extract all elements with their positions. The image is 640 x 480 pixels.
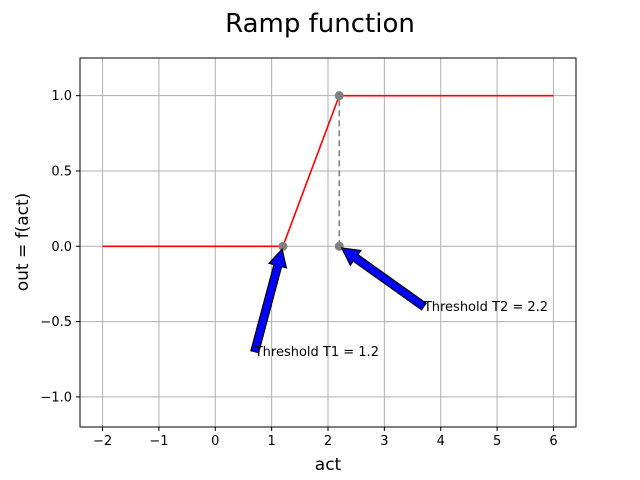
x-tick-label: −1 <box>149 434 168 449</box>
grid <box>80 58 576 427</box>
y-tick-label: 0.5 <box>51 164 72 179</box>
x-tick-label: −2 <box>93 434 112 449</box>
x-tick-label: 0 <box>211 434 219 449</box>
x-tick-label: 1 <box>267 434 275 449</box>
y-tick-label: −1.0 <box>40 390 72 405</box>
threshold-annotation: Threshold T1 = 1.2 <box>254 345 379 360</box>
y-tick-label: −0.5 <box>40 315 72 330</box>
threshold-marker <box>334 91 344 101</box>
data-layer: Threshold T1 = 1.2 Threshold T2 = 2.2 <box>102 91 554 360</box>
y-tick-label: 0.0 <box>51 240 72 255</box>
x-tick-label: 3 <box>380 434 388 449</box>
x-tick-label: 4 <box>437 434 445 449</box>
annotation-arrow <box>250 247 288 354</box>
threshold-marker <box>278 241 288 251</box>
threshold-annotation: Threshold T2 = 2.2 <box>423 300 548 315</box>
chart-title: Ramp function <box>225 9 415 39</box>
x-tick-label: 6 <box>549 434 557 449</box>
x-tick-label: 5 <box>493 434 501 449</box>
ramp-line <box>102 94 554 248</box>
y-axis-label: out = f(act) <box>13 193 33 292</box>
x-axis-label: act <box>315 455 342 475</box>
x-tick-label: 2 <box>324 434 332 449</box>
annotation-arrow <box>340 247 427 311</box>
ticks: −2 −1 0 1 2 3 4 5 6 −1.0 −0.5 0.0 0.5 1.0 <box>40 89 557 449</box>
y-tick-label: 1.0 <box>51 89 72 104</box>
